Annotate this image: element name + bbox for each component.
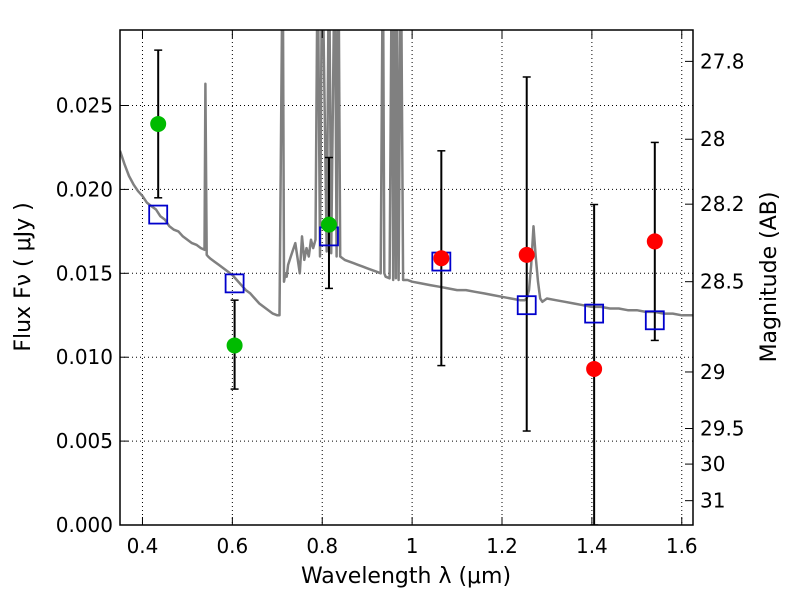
right-tick-label: 27.8 [700,49,745,73]
right-tick-label: 31 [700,489,725,513]
right-tick-label: 28.5 [700,270,745,294]
x-tick-label: 0.6 [216,534,248,558]
y-tick-label: 0.010 [56,345,113,369]
data-point [586,360,603,377]
right-tick-label: 28.2 [700,192,745,216]
y-tick-label: 0.005 [56,429,113,453]
marker-layer [148,115,665,377]
x-tick-label: 1 [406,534,419,558]
data-point [646,233,663,250]
data-point [433,250,450,267]
right-tick-label: 29.5 [700,417,745,441]
spectrum-line [120,30,693,317]
x-tick-label: 0.8 [306,534,338,558]
right-tick-label: 29 [700,360,725,384]
plot-frame [119,29,694,526]
data-point [518,246,535,263]
x-axis-title: Wavelength λ (μm) [301,564,511,589]
tick-labels: 0.4 0.6 0.8 1 1.2 1.4 1.6 0.000 0.005 0.010 0.015 0… [56,49,745,558]
x-tick-label: 0.4 [127,534,159,558]
data-point [320,216,337,233]
y-tick-label: 0.000 [56,513,113,537]
model-square-point [148,204,169,225]
x-tick-label: 1.6 [666,534,698,558]
right-tick-label: 30 [700,452,725,476]
right-tick-label: 28 [700,127,725,151]
model-square-point [224,273,245,294]
x-tick-label: 1.2 [486,534,518,558]
axis-ticks [120,30,693,526]
y-axis-title: Flux Fν ( μJy ) [11,202,36,351]
grid [120,30,693,526]
model-square-point [516,295,537,316]
spectrum-layer [120,30,693,317]
y-tick-label: 0.020 [56,177,113,201]
right-y-axis-title: Magnitude (AB) [757,192,782,363]
x-tick-label: 1.4 [576,534,608,558]
data-point [226,337,243,354]
y-tick-label: 0.015 [56,261,113,285]
y-tick-label: 0.025 [56,94,113,118]
model-square-point [584,303,605,324]
model-square-point [644,310,665,331]
data-point [150,115,167,132]
